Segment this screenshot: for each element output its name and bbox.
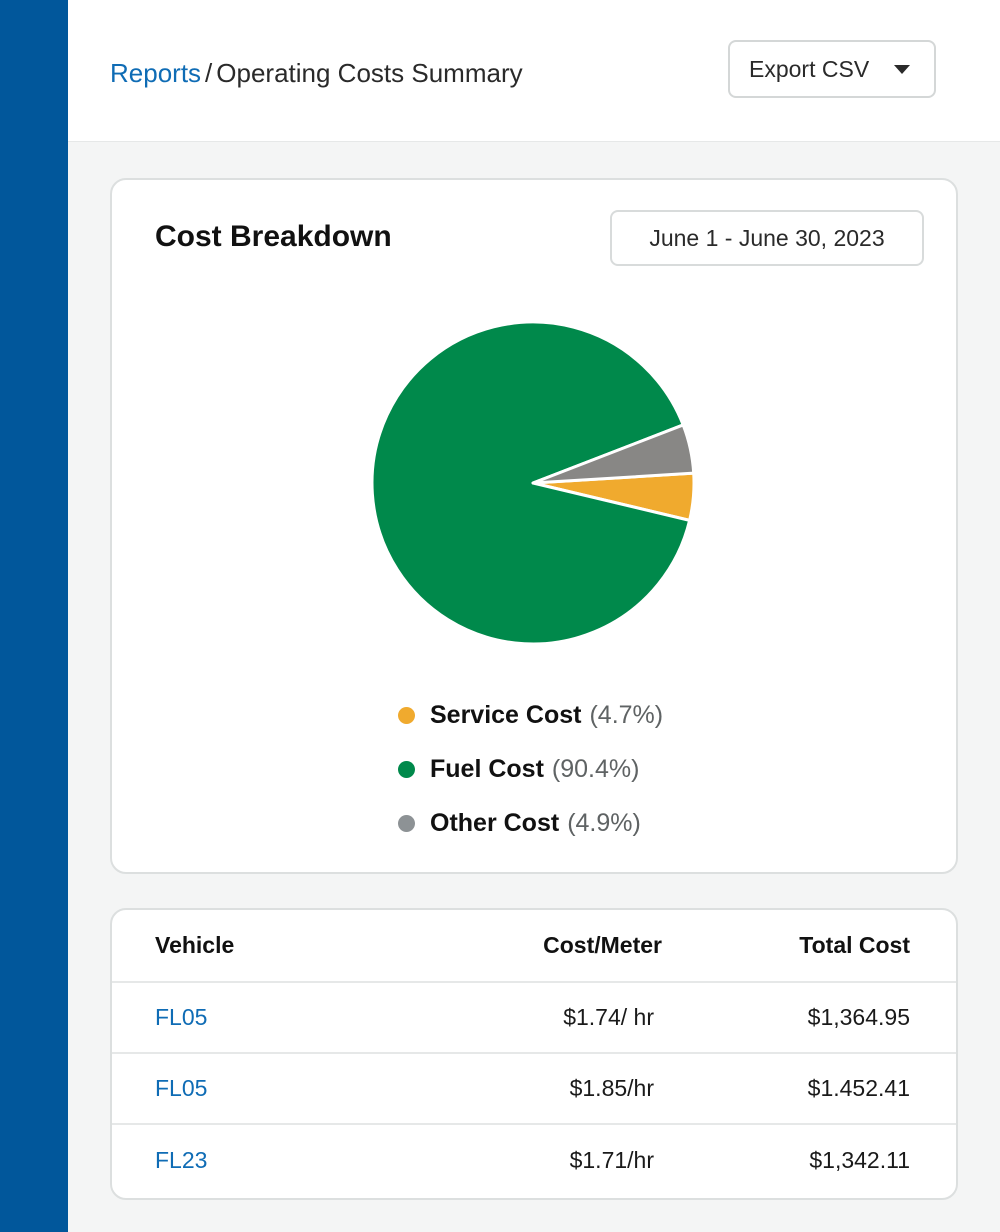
legend-dot-icon xyxy=(398,814,415,832)
pie-slice-fuel-cost[interactable] xyxy=(370,320,692,646)
legend-label: Other Cost xyxy=(430,808,560,837)
date-range-selector[interactable]: June 1 - June 30, 2023 xyxy=(610,210,924,266)
table-header-row: Vehicle Cost/Meter Total Cost xyxy=(112,910,956,983)
breadcrumb: Reports / Operating Costs Summary xyxy=(110,56,523,90)
legend-item-other-cost: Other Cost (4.9%) xyxy=(398,796,663,850)
breadcrumb-current: Operating Costs Summary xyxy=(216,58,523,88)
legend-percentage: (90.4%) xyxy=(551,754,640,783)
cost-per-meter-cell: $1.71/hr xyxy=(569,1146,654,1173)
legend-dot-icon xyxy=(398,706,415,724)
cost-breakdown-title: Cost Breakdown xyxy=(155,220,392,253)
vehicle-link[interactable]: FL23 xyxy=(155,1146,208,1173)
sidebar xyxy=(0,0,68,1232)
legend-item-fuel-cost: Fuel Cost (90.4%) xyxy=(398,742,663,796)
top-bar: Reports / Operating Costs Summary Export C… xyxy=(68,0,1000,142)
legend-label: Service Cost xyxy=(430,700,582,729)
cost-breakdown-card: Cost Breakdown June 1 - June 30, 2023 Se… xyxy=(110,178,958,874)
export-csv-button[interactable]: Export CSV xyxy=(728,40,936,98)
total-cost-cell: $1,342.11 xyxy=(809,1146,910,1173)
table-row: FL23 $1.71/hr $1,342.11 xyxy=(112,1124,956,1195)
column-header-vehicle[interactable]: Vehicle xyxy=(112,910,412,983)
cost-per-meter-cell: $1.74/ hr xyxy=(412,982,662,1054)
cost-pie-chart xyxy=(370,320,696,646)
legend-percentage: (4.9%) xyxy=(567,808,641,837)
total-cost-cell: $1,364.95 xyxy=(662,982,956,1054)
legend-label: Fuel Cost xyxy=(430,754,544,783)
vehicle-link[interactable]: FL05 xyxy=(155,1075,208,1101)
column-header-total-cost[interactable]: Total Cost xyxy=(662,910,956,983)
vehicle-link[interactable]: FL05 xyxy=(155,1004,208,1030)
legend-dot-icon xyxy=(398,760,415,778)
cost-per-meter-cell: $1.85/hr xyxy=(412,1053,662,1125)
chart-legend: Service Cost (4.7%) Fuel Cost (90.4%) Other … xyxy=(398,688,663,850)
vehicle-cost-table: Vehicle Cost/Meter Total Cost FL05 $1.74… xyxy=(112,910,956,1195)
table-row: FL05 $1.85/hr $1.452.41 xyxy=(112,1053,956,1125)
column-header-cost-meter[interactable]: Cost/Meter xyxy=(412,910,662,983)
export-csv-label: Export CSV xyxy=(749,55,870,82)
vehicle-cost-table-card: Vehicle Cost/Meter Total Cost FL05 $1.74… xyxy=(110,908,958,1200)
breadcrumb-reports-link[interactable]: Reports xyxy=(110,58,202,88)
legend-item-service-cost: Service Cost (4.7%) xyxy=(398,688,663,742)
caret-down-icon xyxy=(894,65,910,74)
breadcrumb-separator: / xyxy=(205,58,213,88)
pie-slice-other-cost[interactable] xyxy=(531,423,696,485)
total-cost-cell: $1.452.41 xyxy=(662,1053,956,1125)
table-row: FL05 $1.74/ hr $1,364.95 xyxy=(112,982,956,1054)
legend-percentage: (4.7%) xyxy=(589,700,664,729)
